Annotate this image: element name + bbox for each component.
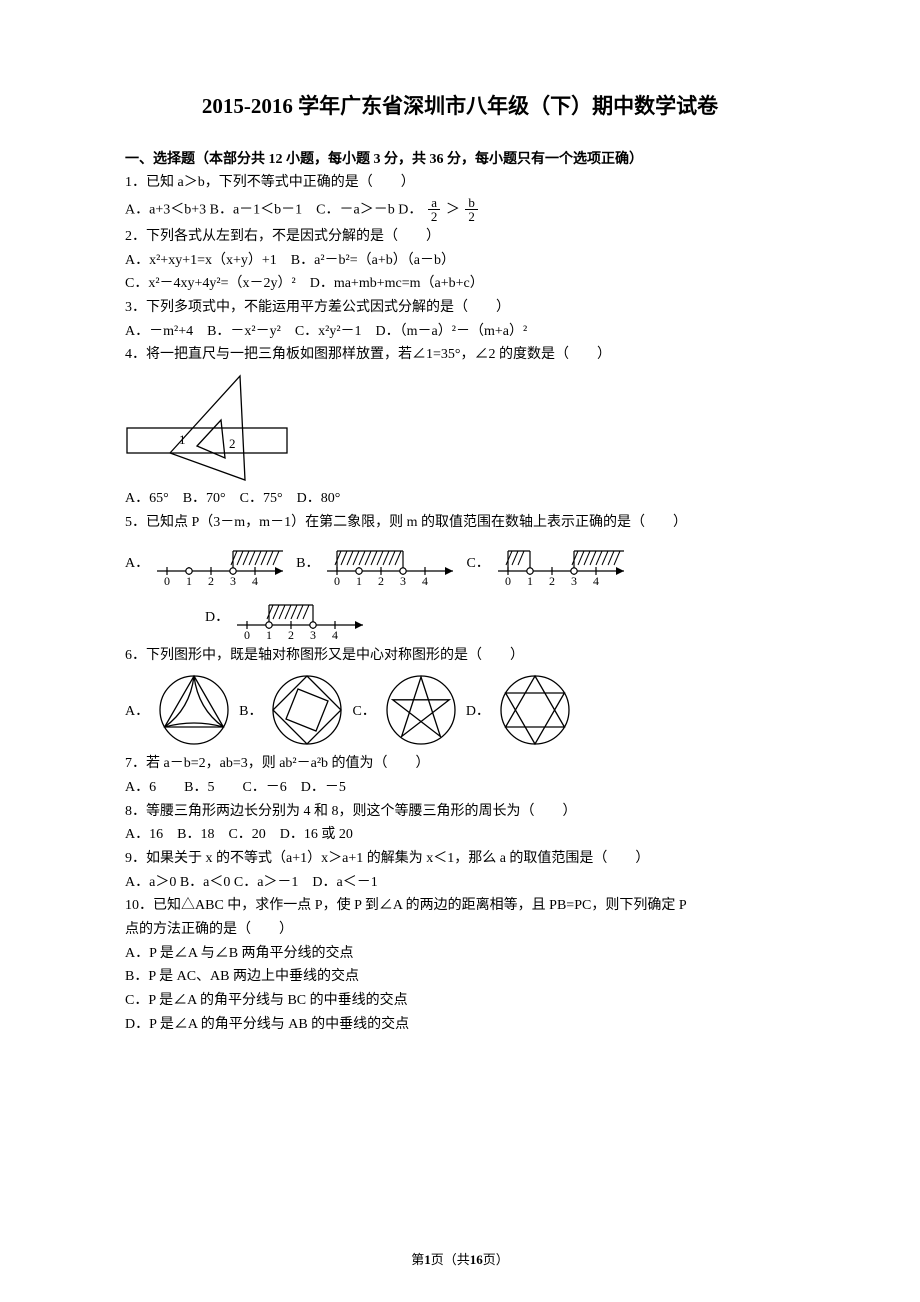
svg-text:3: 3 [400,574,406,587]
q10-stem-b: 点的方法正确的是（ ） [125,919,795,941]
q6-shape-c [382,671,460,749]
q1-opts-abc: A．a+3＜b+3 B．a－1＜b－1 C．－a＞－b D． [125,202,422,217]
svg-text:3: 3 [230,574,236,587]
svg-text:4: 4 [593,574,599,587]
q2-line2: C．x²－4xy+4y²=（x－2y）² D．ma+mb+mc=m（a+b+c） [125,273,795,295]
svg-text:1: 1 [186,574,192,587]
q5-options-row2: D． 0 1 2 3 4 [205,591,795,641]
q5-options-row1: A． 0 1 2 3 4 B． 0 1 2 3 4 C． 0 1 2 3 4 [125,537,795,587]
section-1-text: 一、选择题（本部分共 12 小题，每小题 3 分，共 36 分，每小题只有一个选… [125,152,643,167]
q4-stem: 4．将一把直尺与一把三角板如图那样放置，若∠1=35°，∠2 的度数是（ ） [125,344,795,366]
svg-text:2: 2 [288,628,294,641]
svg-text:4: 4 [252,574,258,587]
q10-opt-a: A．P 是∠A 与∠B 两角平分线的交点 [125,943,795,965]
svg-text:3: 3 [310,628,316,641]
q8-options: A．16 B．18 C．20 D．16 或 20 [125,824,795,846]
q3-options: A．－m²+4 B．－x²－y² C．x²y²－1 D．（m－a）²－（m+a）… [125,321,795,343]
svg-text:3: 3 [571,574,577,587]
q8-stem: 8．等腰三角形两边长分别为 4 和 8，则这个等腰三角形的周长为（ ） [125,801,795,823]
q1-options: A．a+3＜b+3 B．a－1＜b－1 C．－a＞－b D． a2 ＞ b2 [125,196,795,224]
svg-text:0: 0 [505,574,511,587]
q5-numberline-b: 0 1 2 3 4 [325,537,460,587]
q1-frac-b: b2 [465,196,478,224]
q6-options-row: A． B． C． D． [125,671,795,749]
q5-numberline-d: 0 1 2 3 4 [235,591,370,641]
q1-frac-a: a2 [428,196,441,224]
svg-text:0: 0 [334,574,340,587]
q6-label-d: D． [466,700,490,720]
svg-text:1: 1 [527,574,533,587]
q5-label-c: C． [466,552,489,572]
q6-label-a: A． [125,700,149,720]
svg-text:2: 2 [549,574,555,587]
q4-options: A．65° B．70° C．75° D．80° [125,488,795,510]
section-1-header: 一、选择题（本部分共 12 小题，每小题 3 分，共 36 分，每小题只有一个选… [125,148,795,168]
svg-text:2: 2 [378,574,384,587]
q10-opt-d: D．P 是∠A 的角平分线与 AB 的中垂线的交点 [125,1014,795,1036]
q10-opt-c: C．P 是∠A 的角平分线与 BC 的中垂线的交点 [125,990,795,1012]
svg-text:0: 0 [244,628,250,641]
q6-stem: 6．下列图形中，既是轴对称图形又是中心对称图形的是（ ） [125,645,795,667]
q1-stem: 1．已知 a＞b，下列不等式中正确的是（ ） [125,172,795,194]
q5-label-b: B． [296,552,319,572]
svg-text:4: 4 [422,574,428,587]
q6-label-b: B． [239,700,262,720]
q7-stem: 7．若 a－b=2，ab=3，则 ab²－a²b 的值为（ ） [125,753,795,775]
q10-opt-b: B．P 是 AC、AB 两边上中垂线的交点 [125,966,795,988]
q4-figure: 1 2 [125,368,795,488]
svg-text:2: 2 [208,574,214,587]
q5-stem: 5．已知点 P（3－m，m－1）在第二象限，则 m 的取值范围在数轴上表示正确的… [125,512,795,534]
page-footer: 第1页（共16页） [0,1249,920,1268]
q6-shape-a [155,671,233,749]
q9-options: A．a＞0 B．a＜0 C．a＞－1 D．a＜－1 [125,872,795,894]
q2-stem: 2．下列各式从左到右，不是因式分解的是（ ） [125,226,795,248]
triangle-ruler-figure: 1 2 [125,368,290,488]
q3-stem: 3．下列多项式中，不能运用平方差公式因式分解的是（ ） [125,297,795,319]
svg-text:1: 1 [356,574,362,587]
q5-label-a: A． [125,552,149,572]
q10-stem-a: 10．已知△ABC 中，求作一点 P，使 P 到∠A 的两边的距离相等，且 PB… [125,895,795,917]
q9-stem: 9．如果关于 x 的不等式（a+1）x＞a+1 的解集为 x＜1，那么 a 的取… [125,848,795,870]
q5-numberline-c: 0 1 2 3 4 [496,537,631,587]
q5-numberline-a: 0 1 2 3 4 [155,537,290,587]
svg-text:2: 2 [229,436,236,451]
q2-line1: A．x²+xy+1=x（x+y）+1 B．a²－b²=（a+b）（a－b） [125,250,795,272]
page-title: 2015-2016 学年广东省深圳市八年级（下）期中数学试卷 [125,90,795,120]
q6-shape-b [268,671,346,749]
svg-text:0: 0 [164,574,170,587]
q7-options: A．6 B．5 C．－6 D．－5 [125,777,795,799]
svg-text:1: 1 [266,628,272,641]
q6-shape-d [496,671,574,749]
svg-text:4: 4 [332,628,338,641]
q5-label-d: D． [205,606,229,626]
svg-text:1: 1 [179,432,186,447]
q6-label-c: C． [352,700,375,720]
q1-gt: ＞ [446,202,460,217]
